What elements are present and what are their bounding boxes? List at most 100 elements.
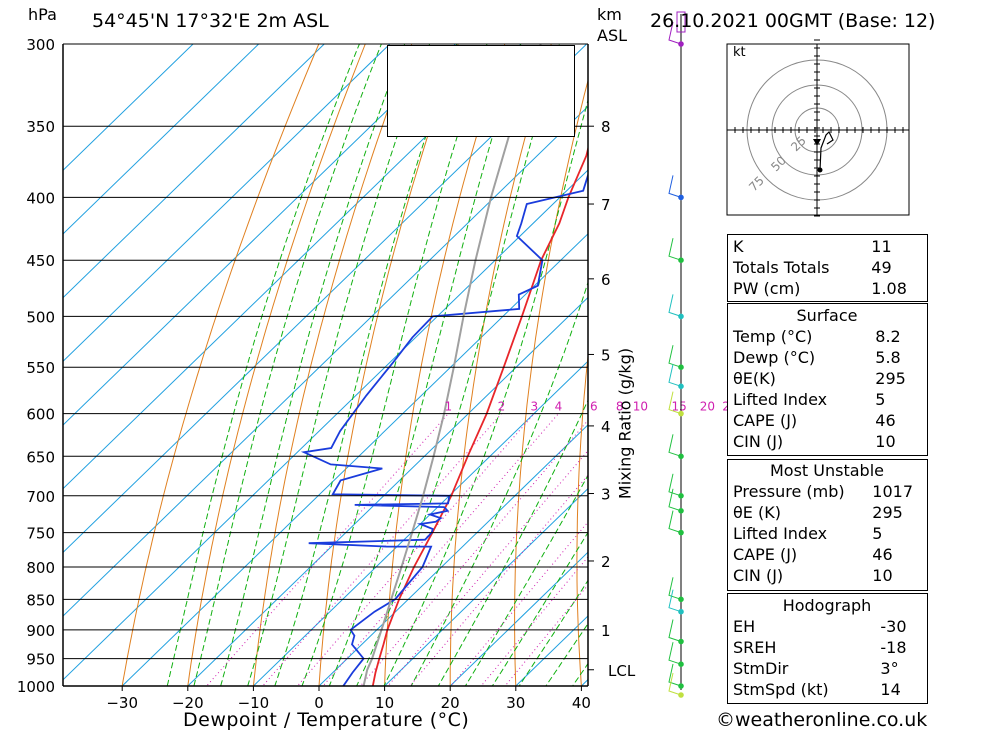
index-name: CIN (J) <box>733 566 784 585</box>
pressure-tick-label: 900 <box>26 622 55 640</box>
dry-adiabat-line <box>964 0 1000 712</box>
isotherm-line <box>63 169 588 681</box>
wind-barb <box>668 294 682 317</box>
pressure-tick-label: 1000 <box>17 678 55 696</box>
mixing-ratio-line <box>205 413 449 686</box>
x-tick-label: 10 <box>375 694 394 712</box>
wind-barb <box>668 488 682 512</box>
hodograph-trace <box>819 130 834 171</box>
index-value: 10 <box>872 566 893 585</box>
mixing-ratio-tick-label: 20 <box>700 400 715 414</box>
index-value: 11 <box>871 237 892 256</box>
wind-level-marker <box>678 313 684 320</box>
km-tick-label: 4 <box>601 418 611 436</box>
mu-row: Pressure (mb) 1017 <box>729 481 925 502</box>
hodograph-index-box <box>727 593 928 704</box>
pressure-tick-label: 800 <box>26 559 55 577</box>
km-tick-label: 7 <box>601 196 611 214</box>
x-tick-label: 40 <box>572 694 591 712</box>
isotherm-line <box>318 424 588 686</box>
surface-box <box>727 303 928 456</box>
pressure-tick-label: 850 <box>26 591 55 609</box>
mixing-ratio-line <box>322 413 559 686</box>
mixing-ratio-tick-label: 10 <box>633 400 648 414</box>
pressure-tick-label: 550 <box>26 359 55 377</box>
km-tick-label: 6 <box>601 271 611 289</box>
most-unstable-box <box>727 459 928 591</box>
mixing-ratio-tick-label: 3 <box>530 400 538 414</box>
index-value: 3° <box>880 659 899 678</box>
hodo-row: EH -30 <box>729 616 925 637</box>
isotherm-line <box>63 44 325 299</box>
lcl-label: LCL <box>608 662 636 680</box>
surface-row: Temp (°C) 8.2 <box>729 326 925 347</box>
isotherm-line <box>384 487 588 686</box>
km-tick-label: 1 <box>601 622 611 640</box>
most-unstable-title: Most Unstable <box>770 461 884 480</box>
most-unstable-table: Most Unstable Pressure (mb) 1017 θE (K) 29… <box>729 460 925 586</box>
hodo-row: StmDir 3° <box>729 658 925 679</box>
index-row-tt: Totals Totals 49 <box>729 257 925 278</box>
km-tick-label: 5 <box>601 346 611 364</box>
hpa-unit-label: hPa <box>28 5 57 24</box>
location-title: 54°45'N 17°32'E 2m ASL <box>92 10 329 32</box>
wind-barb <box>668 364 682 387</box>
hodograph-index-table: Hodograph EH -30 SREH -18 StmDir 3° StmSpd … <box>729 595 925 700</box>
hodo-row: SREH -18 <box>729 637 925 658</box>
hodograph-surface-point <box>817 167 823 173</box>
indices-top-box <box>727 234 928 302</box>
isotherm-line <box>63 44 522 490</box>
copyright-link[interactable]: ©weatheronline.co.uk <box>716 709 928 731</box>
surface-row: Lifted Index 5 <box>729 389 925 410</box>
isotherm-line <box>63 44 456 426</box>
wind-barb <box>668 619 682 642</box>
pressure-tick-label: 600 <box>26 406 55 424</box>
isotherm-line <box>63 44 588 554</box>
wind-barb <box>668 175 682 198</box>
index-name: CAPE (J) <box>733 545 798 564</box>
index-name: CAPE (J) <box>733 411 798 430</box>
index-value: 1.08 <box>871 279 907 298</box>
isotherm-line <box>187 296 588 686</box>
index-value: 5 <box>872 524 883 543</box>
surface-row: CAPE (J) 46 <box>729 410 925 431</box>
wet-adiabat-line <box>518 579 588 686</box>
index-value: 5 <box>875 390 886 409</box>
wind-barb <box>668 391 682 415</box>
hodograph-ring-label: 25 <box>788 133 809 154</box>
surface-row: θE(K) 295 <box>729 368 925 389</box>
index-value: 5.8 <box>875 348 901 367</box>
mu-row: θE (K) 295 <box>729 502 925 523</box>
wind-level-marker <box>678 410 684 417</box>
wind-barb <box>668 345 682 368</box>
hodograph-unit: kt <box>733 45 746 60</box>
wind-barb <box>668 473 682 497</box>
wet-adiabat-line <box>410 280 588 686</box>
isotherm-line <box>63 105 588 617</box>
isotherm-line <box>63 44 194 171</box>
mu-row: Lifted Index 5 <box>729 523 925 544</box>
wind-barb <box>668 642 682 665</box>
index-name: Totals Totals <box>733 258 830 277</box>
wind-barb <box>668 510 682 534</box>
wind-barb <box>668 238 682 261</box>
asl-unit-label: ASL <box>597 26 628 45</box>
wet-adiabat-line <box>166 44 360 686</box>
mixing-ratio-tick-label: 4 <box>555 400 563 414</box>
index-name: Pressure (mb) <box>733 482 845 501</box>
index-value: 49 <box>871 258 892 277</box>
pressure-tick-label: 750 <box>26 525 55 543</box>
mu-row: CAPE (J) 46 <box>729 544 925 565</box>
km-tick-label: 2 <box>601 553 611 571</box>
wet-adiabat-line <box>301 44 488 686</box>
indices-top-table: K 11 Totals Totals 49 PW (cm) 1.08 <box>729 236 925 299</box>
mixing-ratio-line <box>387 449 588 686</box>
pressure-tick-label: 400 <box>26 189 55 207</box>
index-value: 1017 <box>872 482 913 501</box>
pressure-tick-label: 450 <box>26 252 55 270</box>
index-value: 46 <box>872 545 893 564</box>
wind-barb <box>668 589 682 613</box>
mixing-ratio-tick-label: 1 <box>444 400 452 414</box>
isotherm-line <box>63 44 391 363</box>
mixing-ratio-line <box>296 413 535 686</box>
